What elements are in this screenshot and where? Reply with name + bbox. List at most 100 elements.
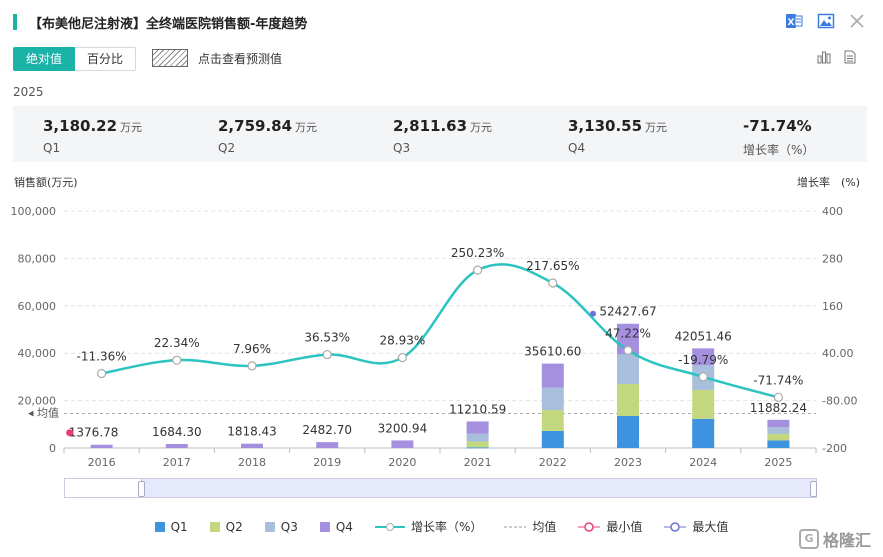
title-accent-bar — [13, 14, 17, 30]
legend-label: 均值 — [532, 520, 557, 534]
total-label: 42051.46 — [675, 329, 732, 343]
total-label: 11210.59 — [449, 402, 506, 416]
y-tick-label: 100,000 — [11, 205, 57, 218]
legend-label: Q2 — [225, 519, 243, 534]
summary-value: 3,180.22 — [43, 117, 118, 135]
y-tick-label: 60,000 — [18, 300, 57, 313]
legend-item-max[interactable]: 最大值 — [664, 518, 728, 535]
summary-label: Q3 — [393, 141, 411, 155]
legend-item-min[interactable]: 最小值 — [578, 518, 642, 535]
bar-q2 — [541, 410, 564, 431]
legend-mean-marker — [504, 526, 527, 527]
legend-item-growth[interactable]: 增长率（%） — [374, 518, 483, 535]
growth-point — [473, 265, 483, 275]
zoom-scrollbar[interactable] — [64, 478, 817, 498]
legend-item-mean[interactable]: 均值 — [504, 518, 556, 535]
total-label: 3200.94 — [378, 421, 428, 435]
total-label: 52427.67 — [599, 305, 656, 319]
table-view-icon[interactable] — [843, 50, 857, 64]
forecast-toggle[interactable]: 点击查看预测值 — [152, 49, 282, 67]
total-label: 1818.43 — [227, 425, 277, 439]
summary-growth: -71.74% 增长率（%） — [743, 116, 814, 158]
legend-item-q3[interactable]: Q3 — [264, 518, 298, 535]
y-tick-label: 80,000 — [18, 252, 57, 265]
legend-swatch — [154, 521, 165, 532]
x-tick-label: 2021 — [464, 456, 492, 469]
growth-point — [322, 349, 332, 360]
bar-q4 — [165, 444, 188, 448]
legend-label: 最大值 — [692, 520, 729, 534]
bar-q4 — [90, 444, 113, 448]
y2-tick-label: 160 — [822, 300, 843, 313]
y-tick-label: 20,000 — [18, 395, 57, 408]
image-export-icon[interactable] — [817, 12, 835, 30]
legend-item-q2[interactable]: Q2 — [209, 518, 243, 535]
bar-q4 — [541, 363, 564, 388]
summary-q4: 3,130.55 万元 Q4 — [568, 116, 667, 155]
bar-q3 — [617, 354, 639, 385]
legend-label: Q1 — [170, 519, 188, 534]
zoom-unselected-area — [65, 479, 142, 497]
forecast-hatch-swatch — [152, 49, 188, 67]
summary-unit: 万元 — [295, 121, 318, 134]
summary-q1: 3,180.22 万元 Q1 — [43, 116, 142, 155]
close-icon[interactable] — [849, 13, 865, 29]
y-axis-title: 销售额(万元) — [14, 175, 78, 189]
summary-value: -71.74% — [743, 117, 812, 135]
legend-label: 增长率（%） — [410, 520, 483, 534]
bar-q3 — [541, 387, 564, 411]
growth-line — [101, 263, 779, 399]
y2-axis-title: 增长率 (%) — [797, 175, 860, 189]
total-label: 1684.30 — [152, 425, 202, 439]
growth-label: 47.22% — [605, 326, 651, 340]
summary-label: Q1 — [43, 141, 61, 155]
total-label: 35610.60 — [524, 345, 581, 359]
forecast-label: 点击查看预测值 — [198, 51, 283, 66]
summary-panel: 3,180.22 万元 Q1 2,759.84 万元 Q2 2,811.63 万元 Q… — [13, 106, 867, 162]
x-tick-label: 2023 — [614, 456, 642, 469]
growth-point — [773, 392, 784, 402]
growth-point — [698, 372, 708, 382]
percentage-tab[interactable]: 百分比 — [75, 47, 137, 71]
growth-point — [548, 278, 558, 288]
x-tick-label: 2024 — [689, 456, 717, 469]
bar-q3 — [767, 427, 790, 434]
total-label: 11882.24 — [750, 401, 807, 415]
bar-q2 — [692, 389, 715, 419]
growth-point — [172, 355, 182, 365]
y-tick-label: 40,000 — [18, 347, 57, 360]
total-label: 2482.70 — [302, 423, 352, 437]
growth-label: 217.65% — [526, 259, 579, 273]
growth-label: -71.74% — [753, 373, 803, 387]
total-label: 1376.78 — [69, 426, 119, 440]
value-mode-toggle: 绝对值 百分比 — [13, 47, 137, 71]
legend-label: 最小值 — [606, 520, 643, 534]
legend-item-q1[interactable]: Q1 — [154, 518, 188, 535]
growth-point — [397, 352, 407, 363]
excel-export-icon[interactable]: X — [785, 12, 803, 30]
view-switcher — [817, 50, 857, 64]
absolute-value-tab[interactable]: 绝对值 — [13, 47, 76, 71]
legend-label: Q3 — [280, 519, 298, 534]
summary-year: 2025 — [13, 85, 44, 99]
legend-swatch — [319, 521, 330, 532]
legend-min-marker — [578, 521, 601, 532]
summary-label: Q4 — [568, 141, 586, 155]
legend-growth-marker — [374, 522, 405, 531]
y2-tick-label: 40.00 — [822, 347, 854, 360]
bar-q1 — [767, 440, 790, 448]
bar-q1 — [541, 430, 564, 448]
svg-text:X: X — [788, 18, 795, 28]
bar-q4 — [316, 442, 339, 448]
zoom-handle-right[interactable] — [810, 481, 817, 497]
bar-q4 — [767, 419, 790, 428]
zoom-handle-left[interactable] — [138, 481, 145, 497]
x-tick-label: 2017 — [163, 456, 191, 469]
bar-chart-icon[interactable] — [817, 50, 831, 64]
legend-item-q4[interactable]: Q4 — [319, 518, 353, 535]
x-tick-label: 2019 — [313, 456, 341, 469]
growth-label: 250.23% — [451, 246, 504, 260]
summary-value: 2,759.84 — [218, 117, 293, 135]
bar-q4 — [692, 348, 715, 366]
growth-point — [96, 368, 107, 379]
